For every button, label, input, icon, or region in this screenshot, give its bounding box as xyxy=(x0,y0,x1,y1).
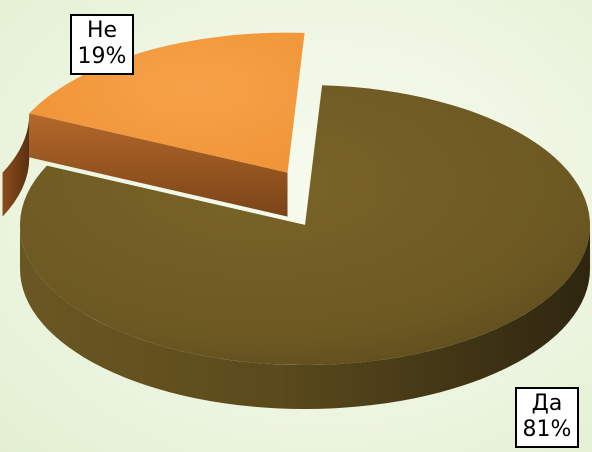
slice-da xyxy=(19,85,590,365)
slice-label-ne-value: 19% xyxy=(77,44,127,69)
slice-label-da-value: 81% xyxy=(522,417,572,442)
slice-label-ne: Не 19% xyxy=(70,14,134,75)
slice-label-da-name: Да xyxy=(531,391,563,416)
slice-ne xyxy=(29,32,305,173)
slice-label-da: Да 81% xyxy=(515,387,579,448)
slice-side-ne xyxy=(29,113,288,217)
slice-rim-da xyxy=(20,225,590,409)
slice-label-ne-name: Не xyxy=(86,18,118,43)
slice-rim-ne xyxy=(2,113,30,217)
